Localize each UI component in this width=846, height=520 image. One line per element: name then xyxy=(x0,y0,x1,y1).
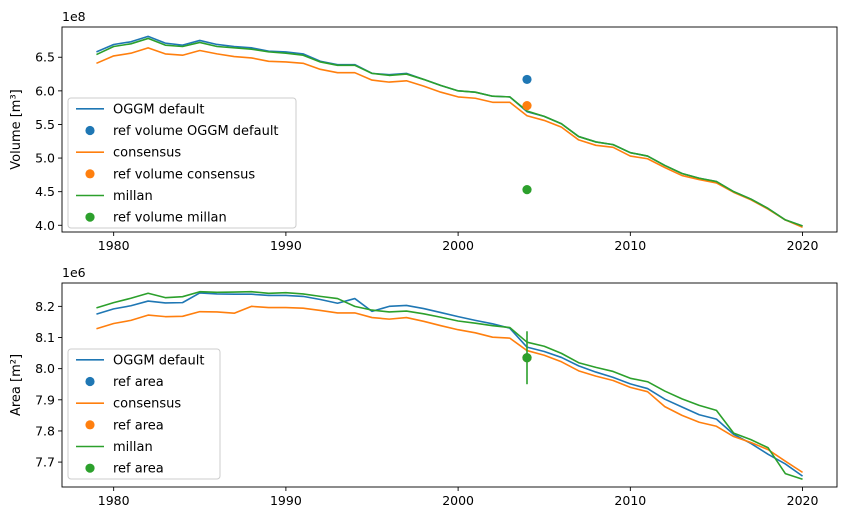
y-tick-label: 7.7 xyxy=(35,455,55,470)
x-tick-label: 2020 xyxy=(787,493,819,508)
ref-point-blue xyxy=(522,74,532,85)
y-tick-label: 7.9 xyxy=(35,392,55,407)
legend-entry-label: consensus xyxy=(113,397,181,412)
x-tick-label: 2000 xyxy=(442,238,474,253)
legend-entry-label: consensus xyxy=(113,146,181,161)
y-axis-label: Area [m²] xyxy=(9,354,24,416)
y-tick-label: 8.2 xyxy=(35,299,55,314)
axes-frame xyxy=(61,26,838,233)
y-tick-label: 7.8 xyxy=(35,423,55,438)
x-tick-label: 2010 xyxy=(614,238,646,253)
series-line-consensus xyxy=(96,305,803,474)
legend-entry-label: ref volume millan xyxy=(113,211,227,226)
legend-entry-label: OGGM default xyxy=(113,353,204,368)
y-tick-label: 6.5 xyxy=(35,50,55,65)
legend-marker-swatch xyxy=(85,463,95,473)
y-tick-label: 8.1 xyxy=(35,330,55,345)
axes-frame xyxy=(61,282,838,488)
legend-entry-label: ref volume OGGM default xyxy=(113,124,279,139)
legend-box xyxy=(67,97,297,229)
x-tick-label: 2000 xyxy=(442,493,474,508)
legend-entry-label: ref area xyxy=(113,375,164,390)
legend-marker-swatch xyxy=(85,376,95,387)
axis-offset-label: 1e8 xyxy=(62,9,86,24)
legend-entry-label: ref area xyxy=(113,418,164,433)
legend-entry-label: OGGM default xyxy=(113,102,204,117)
y-tick-label: 4.5 xyxy=(35,184,55,199)
y-tick-label: 4.0 xyxy=(35,218,55,233)
series-line-millan xyxy=(96,290,803,480)
x-tick-label: 1990 xyxy=(270,493,302,508)
x-tick-label: 2010 xyxy=(614,493,646,508)
y-axis-label: Volume [m³] xyxy=(9,89,24,170)
legend: OGGM default ref area consensus ref area mil… xyxy=(67,348,221,480)
y-tick-label: 5.5 xyxy=(35,117,55,132)
y-tick-label: 8.0 xyxy=(35,361,55,376)
legend: OGGM default ref volume OGGM default conse… xyxy=(67,97,297,229)
legend-marker-swatch xyxy=(85,420,95,430)
legend-entry-label: millan xyxy=(113,440,153,455)
legend-entry-label: ref volume consensus xyxy=(113,167,255,182)
x-tick-label: 1990 xyxy=(270,238,302,253)
series-line-millan xyxy=(96,37,803,227)
legend-marker-swatch xyxy=(85,169,95,179)
legend-entry-label: millan xyxy=(113,189,153,204)
axis-offset-label: 1e6 xyxy=(62,265,86,280)
chart-panel-1: 1980 1990 2000 2010 2020 4.0 4.5 5.0 5.5 6.0 6.5 1e… xyxy=(9,9,838,253)
y-tick-label: 5.0 xyxy=(35,151,55,166)
legend-entry-label: ref area xyxy=(113,462,164,477)
legend-marker-swatch xyxy=(85,125,95,136)
legend-marker-swatch xyxy=(85,212,95,222)
series-line-oggm-default xyxy=(96,292,804,477)
x-tick-label: 1980 xyxy=(98,493,130,508)
y-tick-label: 6.0 xyxy=(35,83,55,98)
legend-box xyxy=(67,348,221,480)
x-tick-label: 2020 xyxy=(787,238,819,253)
ref-point-orange xyxy=(522,101,532,111)
chart-panel-2: 1980 1990 2000 2010 2020 7.7 7.8 7.9 8.0 8.1 8.2 1e… xyxy=(9,265,838,508)
ref-point-green xyxy=(522,353,532,363)
series-line-consensus xyxy=(96,47,803,229)
x-tick-label: 1980 xyxy=(98,238,130,253)
ref-point-green xyxy=(522,185,532,195)
